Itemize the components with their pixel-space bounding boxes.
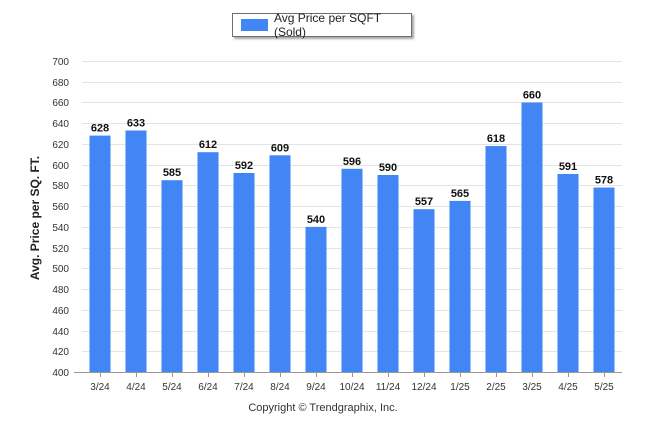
bar-1-25[interactable] — [449, 200, 471, 372]
x-tick-label: 5/24 — [162, 382, 182, 393]
legend[interactable]: Avg Price per SQFT (Sold) — [232, 11, 412, 39]
data-label: 557 — [415, 196, 433, 208]
bar-2-25[interactable] — [485, 146, 507, 372]
x-tick-label: 12/24 — [411, 382, 436, 393]
data-label: 540 — [307, 214, 325, 226]
bar-3-25[interactable] — [521, 102, 543, 373]
x-tick-labels: 3/24 4/24 5/24 6/24 7/24 8/24 9/24 10/24 11/24 12… — [90, 382, 614, 393]
x-tick-label: 7/24 — [234, 382, 254, 393]
bar-6-24[interactable] — [197, 152, 219, 372]
bar-5-24[interactable] — [161, 180, 183, 372]
data-label: 660 — [523, 90, 541, 102]
data-label: 565 — [451, 188, 469, 200]
data-label: 628 — [91, 123, 109, 135]
data-label: 578 — [595, 175, 613, 187]
y-tick-label: 400 — [52, 368, 69, 379]
x-tick-label: 4/25 — [558, 382, 578, 393]
y-tick-label: 440 — [52, 327, 69, 338]
x-tick-label: 9/24 — [306, 382, 326, 393]
data-label: 612 — [199, 139, 217, 151]
bar-11-24[interactable] — [377, 175, 399, 372]
data-label: 633 — [127, 118, 145, 130]
y-tick-label: 540 — [52, 223, 69, 234]
bar-5-25[interactable] — [593, 187, 615, 373]
x-tick-label: 8/24 — [270, 382, 290, 393]
x-tick-label: 11/24 — [376, 382, 401, 393]
y-tick-label: 480 — [52, 285, 69, 296]
y-tick-label: 660 — [52, 98, 69, 109]
y-tick-label: 680 — [52, 78, 69, 89]
y-tick-label: 620 — [52, 140, 69, 151]
bar-4-24[interactable] — [125, 130, 147, 373]
copyright-footer: Copyright © Trendgraphix, Inc. — [248, 402, 398, 414]
y-tick-label: 560 — [52, 202, 69, 213]
bar-9-24[interactable] — [305, 226, 327, 372]
x-tick-label: 1/25 — [450, 382, 470, 393]
y-tick-label: 520 — [52, 244, 69, 255]
y-tick-label: 640 — [52, 119, 69, 130]
x-tick-label: 2/25 — [486, 382, 506, 393]
bar-10-24[interactable] — [341, 168, 363, 372]
data-label: 585 — [163, 167, 181, 179]
y-tick-label: 460 — [52, 306, 69, 317]
x-tick-label: 10/24 — [339, 382, 364, 393]
y-tick-label: 700 — [52, 57, 69, 68]
y-tick-label: 500 — [52, 264, 69, 275]
x-tick-label: 5/25 — [594, 382, 614, 393]
data-label: 591 — [559, 161, 577, 173]
bar-4-25[interactable] — [557, 174, 579, 372]
data-label: 590 — [379, 162, 397, 174]
x-tick-label: 3/24 — [90, 382, 110, 393]
bar-3-24[interactable] — [89, 135, 111, 372]
data-label: 609 — [271, 142, 289, 154]
y-tick-label: 420 — [52, 347, 69, 358]
y-tick-labels: 400 420 440 460 480 500 520 540 560 580 600 620 640 6… — [52, 57, 69, 379]
x-tick-label: 6/24 — [198, 382, 218, 393]
bar-8-24[interactable] — [269, 155, 291, 372]
bars — [89, 102, 615, 373]
data-label: 592 — [235, 160, 253, 172]
bar-12-24[interactable] — [413, 209, 435, 372]
axes — [74, 372, 605, 377]
y-axis-label: Avg. Price per SQ. FT. — [28, 155, 42, 281]
legend-label: Avg Price per SQFT (Sold) — [273, 11, 381, 39]
y-tick-label: 600 — [52, 161, 69, 172]
data-label: 596 — [343, 156, 361, 168]
x-tick-label: 3/25 — [522, 382, 542, 393]
y-tick-label: 580 — [52, 181, 69, 192]
bar-7-24[interactable] — [233, 173, 255, 372]
data-labels: 628 633 585 612 592 609 540 596 590 557 565 618 660 5… — [91, 90, 613, 226]
x-tick-label: 4/24 — [126, 382, 146, 393]
data-label: 618 — [487, 133, 505, 145]
legend-swatch — [241, 19, 268, 31]
